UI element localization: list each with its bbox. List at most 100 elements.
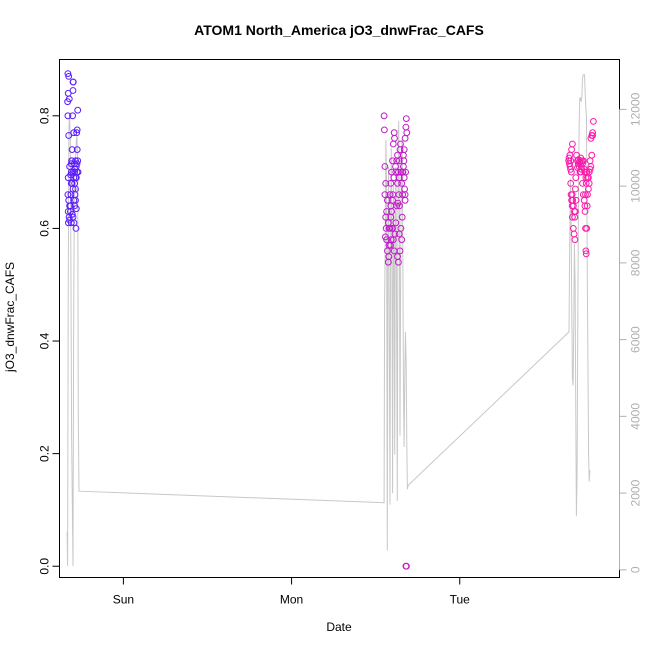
left-axis-tick-label: 0.6	[38, 220, 52, 237]
x-axis-label: Date	[326, 620, 352, 634]
data-point	[589, 129, 596, 137]
altitude-line	[66, 74, 591, 567]
data-point	[402, 115, 410, 122]
data-point	[383, 208, 391, 215]
data-point	[571, 213, 579, 221]
data-point	[589, 132, 596, 139]
data-point	[390, 174, 398, 182]
altitude-line-layer	[66, 74, 591, 567]
data-point	[69, 112, 76, 120]
data-point	[65, 73, 73, 80]
data-point	[381, 191, 389, 199]
left-axis-tick-label: 0.8	[38, 107, 52, 124]
right-axis-tick-label: 2000	[629, 479, 643, 506]
data-point	[72, 185, 79, 193]
data-point	[384, 219, 392, 227]
data-point	[73, 126, 81, 134]
data-point	[394, 253, 401, 261]
data-point	[392, 163, 399, 170]
data-point	[569, 213, 576, 221]
right-axis-tick-label: 10000	[629, 169, 643, 203]
data-point	[582, 250, 590, 258]
data-point	[402, 168, 410, 176]
left-axis-tick-label: 0.0	[38, 558, 52, 575]
data-point	[582, 247, 590, 255]
data-point	[385, 253, 393, 261]
data-point	[380, 112, 388, 120]
data-point	[68, 146, 76, 154]
data-point	[381, 163, 389, 170]
data-point	[577, 163, 585, 170]
right-axis-tick-label: 6000	[629, 326, 643, 353]
x-axis: Sun Mon Tue	[113, 577, 471, 607]
data-point	[396, 202, 403, 210]
data-point	[73, 129, 81, 137]
x-axis-tick-label: Tue	[450, 593, 471, 607]
data-point	[64, 112, 72, 120]
data-point	[583, 225, 591, 232]
data-point	[400, 157, 408, 165]
data-point	[403, 129, 411, 137]
data-point	[73, 146, 81, 154]
data-point	[571, 236, 579, 244]
data-point	[568, 191, 576, 199]
left-y-axis: 0.0 0.2 0.4 0.6 0.8	[38, 107, 60, 575]
data-point	[582, 180, 590, 187]
data-point	[392, 219, 400, 227]
data-point	[585, 185, 592, 193]
data-point	[389, 157, 396, 165]
data-point	[67, 171, 74, 179]
right-axis-tick-label: 12000	[629, 92, 643, 126]
data-point	[572, 196, 580, 204]
data-point	[581, 168, 589, 176]
data-point	[391, 134, 398, 142]
data-point	[590, 118, 597, 125]
data-point	[397, 140, 404, 148]
data-point	[572, 185, 579, 193]
data-point	[67, 160, 75, 168]
right-axis-tick-label: 8000	[629, 249, 643, 276]
data-point	[587, 163, 595, 170]
data-point	[565, 157, 573, 165]
data-point	[566, 160, 573, 168]
data-point	[400, 146, 408, 154]
data-point	[574, 164, 581, 172]
data-point	[579, 180, 586, 187]
data-point	[398, 236, 406, 244]
data-point	[67, 219, 75, 227]
data-point	[67, 180, 75, 187]
y-axis-label: jO3_dnwFrac_CAFS	[3, 262, 17, 373]
data-point	[383, 236, 391, 244]
data-point	[382, 180, 390, 187]
data-point	[72, 205, 80, 213]
data-point	[387, 202, 395, 210]
data-point	[395, 230, 403, 238]
data-point	[582, 191, 589, 199]
data-point	[398, 180, 406, 187]
data-point	[69, 87, 77, 94]
data-point	[384, 196, 391, 204]
left-axis-tick-label: 0.2	[38, 445, 52, 462]
data-point	[575, 156, 582, 164]
data-point	[388, 225, 396, 232]
data-point	[583, 202, 591, 210]
data-point	[74, 106, 82, 114]
data-point	[381, 126, 388, 134]
data-points-layer	[64, 70, 597, 570]
data-point	[572, 174, 580, 182]
right-axis-tick-label: 0	[629, 566, 643, 573]
data-point	[569, 140, 576, 148]
data-point	[389, 191, 397, 199]
data-point	[67, 191, 75, 199]
data-point	[386, 191, 394, 199]
data-point	[64, 70, 72, 77]
data-point	[72, 174, 80, 182]
data-point	[396, 247, 404, 255]
data-point	[65, 95, 73, 103]
data-point	[581, 202, 589, 210]
data-point	[387, 180, 395, 187]
data-point	[403, 562, 410, 570]
